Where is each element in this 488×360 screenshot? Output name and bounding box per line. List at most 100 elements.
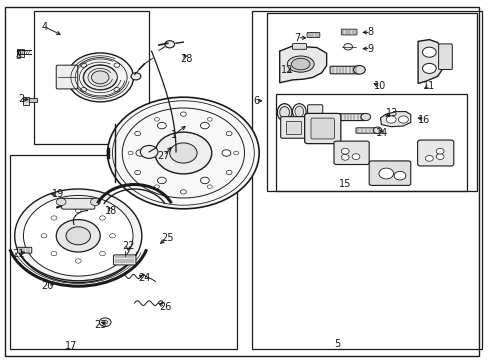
FancyBboxPatch shape bbox=[417, 140, 453, 166]
Text: 22: 22 bbox=[122, 240, 134, 251]
Text: 8: 8 bbox=[367, 27, 373, 37]
Circle shape bbox=[107, 97, 259, 209]
Circle shape bbox=[180, 112, 186, 116]
Circle shape bbox=[200, 177, 209, 184]
Circle shape bbox=[67, 53, 133, 102]
Polygon shape bbox=[380, 112, 410, 127]
Text: 28: 28 bbox=[180, 54, 193, 64]
Bar bbox=[23, 97, 29, 105]
Circle shape bbox=[360, 113, 370, 121]
Circle shape bbox=[351, 154, 359, 159]
Ellipse shape bbox=[287, 56, 313, 72]
Circle shape bbox=[91, 71, 109, 84]
FancyBboxPatch shape bbox=[285, 121, 300, 134]
Circle shape bbox=[378, 168, 393, 179]
Circle shape bbox=[140, 145, 158, 158]
FancyBboxPatch shape bbox=[18, 247, 32, 253]
Circle shape bbox=[226, 170, 232, 175]
FancyBboxPatch shape bbox=[61, 198, 95, 209]
Text: 21: 21 bbox=[12, 249, 25, 259]
Circle shape bbox=[23, 195, 133, 276]
Circle shape bbox=[56, 198, 66, 206]
Ellipse shape bbox=[277, 104, 291, 121]
Circle shape bbox=[41, 234, 47, 238]
Circle shape bbox=[157, 122, 166, 129]
Circle shape bbox=[425, 156, 432, 161]
Bar bbox=[276, 94, 466, 191]
Circle shape bbox=[422, 47, 435, 57]
Ellipse shape bbox=[294, 106, 303, 117]
FancyBboxPatch shape bbox=[310, 118, 334, 139]
Circle shape bbox=[343, 44, 352, 50]
Circle shape bbox=[83, 65, 117, 90]
Circle shape bbox=[90, 198, 100, 206]
Text: 18: 18 bbox=[105, 206, 118, 216]
Circle shape bbox=[353, 66, 365, 74]
Circle shape bbox=[15, 189, 142, 283]
Text: 25: 25 bbox=[161, 233, 173, 243]
FancyBboxPatch shape bbox=[368, 161, 410, 185]
Text: 23: 23 bbox=[94, 320, 106, 330]
FancyBboxPatch shape bbox=[113, 255, 136, 265]
FancyBboxPatch shape bbox=[304, 113, 340, 144]
Circle shape bbox=[51, 251, 57, 256]
Circle shape bbox=[136, 150, 144, 156]
Ellipse shape bbox=[279, 107, 289, 118]
FancyBboxPatch shape bbox=[307, 105, 322, 120]
FancyBboxPatch shape bbox=[338, 114, 364, 121]
Circle shape bbox=[51, 216, 57, 220]
FancyBboxPatch shape bbox=[56, 65, 78, 89]
Circle shape bbox=[386, 116, 395, 123]
Circle shape bbox=[207, 117, 212, 121]
Circle shape bbox=[341, 148, 348, 154]
Circle shape bbox=[56, 220, 100, 252]
Text: 17: 17 bbox=[64, 341, 77, 351]
Circle shape bbox=[169, 143, 197, 163]
Text: 13: 13 bbox=[385, 108, 398, 118]
Bar bbox=[17, 49, 24, 57]
Text: 4: 4 bbox=[42, 22, 48, 32]
Circle shape bbox=[109, 234, 115, 238]
Circle shape bbox=[157, 177, 166, 184]
Text: 7: 7 bbox=[294, 33, 300, 43]
Circle shape bbox=[154, 117, 159, 121]
Text: 16: 16 bbox=[417, 114, 430, 125]
Text: 19: 19 bbox=[51, 189, 64, 199]
Circle shape bbox=[341, 154, 348, 160]
Circle shape bbox=[75, 259, 81, 263]
Text: 1: 1 bbox=[170, 130, 176, 140]
Circle shape bbox=[164, 41, 174, 48]
Circle shape bbox=[398, 116, 407, 123]
Circle shape bbox=[180, 190, 186, 194]
Text: 10: 10 bbox=[373, 81, 386, 91]
Bar bbox=[23, 98, 37, 102]
Text: 14: 14 bbox=[375, 128, 388, 138]
Polygon shape bbox=[279, 46, 326, 83]
Circle shape bbox=[99, 216, 105, 220]
Circle shape bbox=[134, 131, 140, 136]
Circle shape bbox=[226, 131, 232, 136]
FancyBboxPatch shape bbox=[333, 141, 368, 165]
Text: 27: 27 bbox=[157, 150, 170, 161]
FancyBboxPatch shape bbox=[355, 128, 376, 133]
Ellipse shape bbox=[292, 104, 305, 120]
Circle shape bbox=[134, 170, 140, 175]
Circle shape bbox=[154, 185, 159, 189]
Circle shape bbox=[75, 208, 81, 213]
Text: 15: 15 bbox=[338, 179, 350, 189]
Circle shape bbox=[372, 127, 381, 134]
Text: 11: 11 bbox=[422, 81, 435, 91]
FancyBboxPatch shape bbox=[438, 44, 451, 69]
Text: 2: 2 bbox=[18, 94, 24, 104]
Circle shape bbox=[222, 150, 230, 156]
Bar bbox=[34, 11, 149, 144]
Circle shape bbox=[66, 227, 90, 245]
Bar bbox=[251, 11, 481, 349]
Circle shape bbox=[435, 148, 443, 154]
FancyBboxPatch shape bbox=[341, 29, 356, 35]
Circle shape bbox=[435, 154, 443, 159]
Ellipse shape bbox=[291, 58, 309, 70]
Circle shape bbox=[155, 132, 211, 174]
Text: 20: 20 bbox=[41, 281, 54, 291]
Text: 26: 26 bbox=[159, 302, 171, 312]
